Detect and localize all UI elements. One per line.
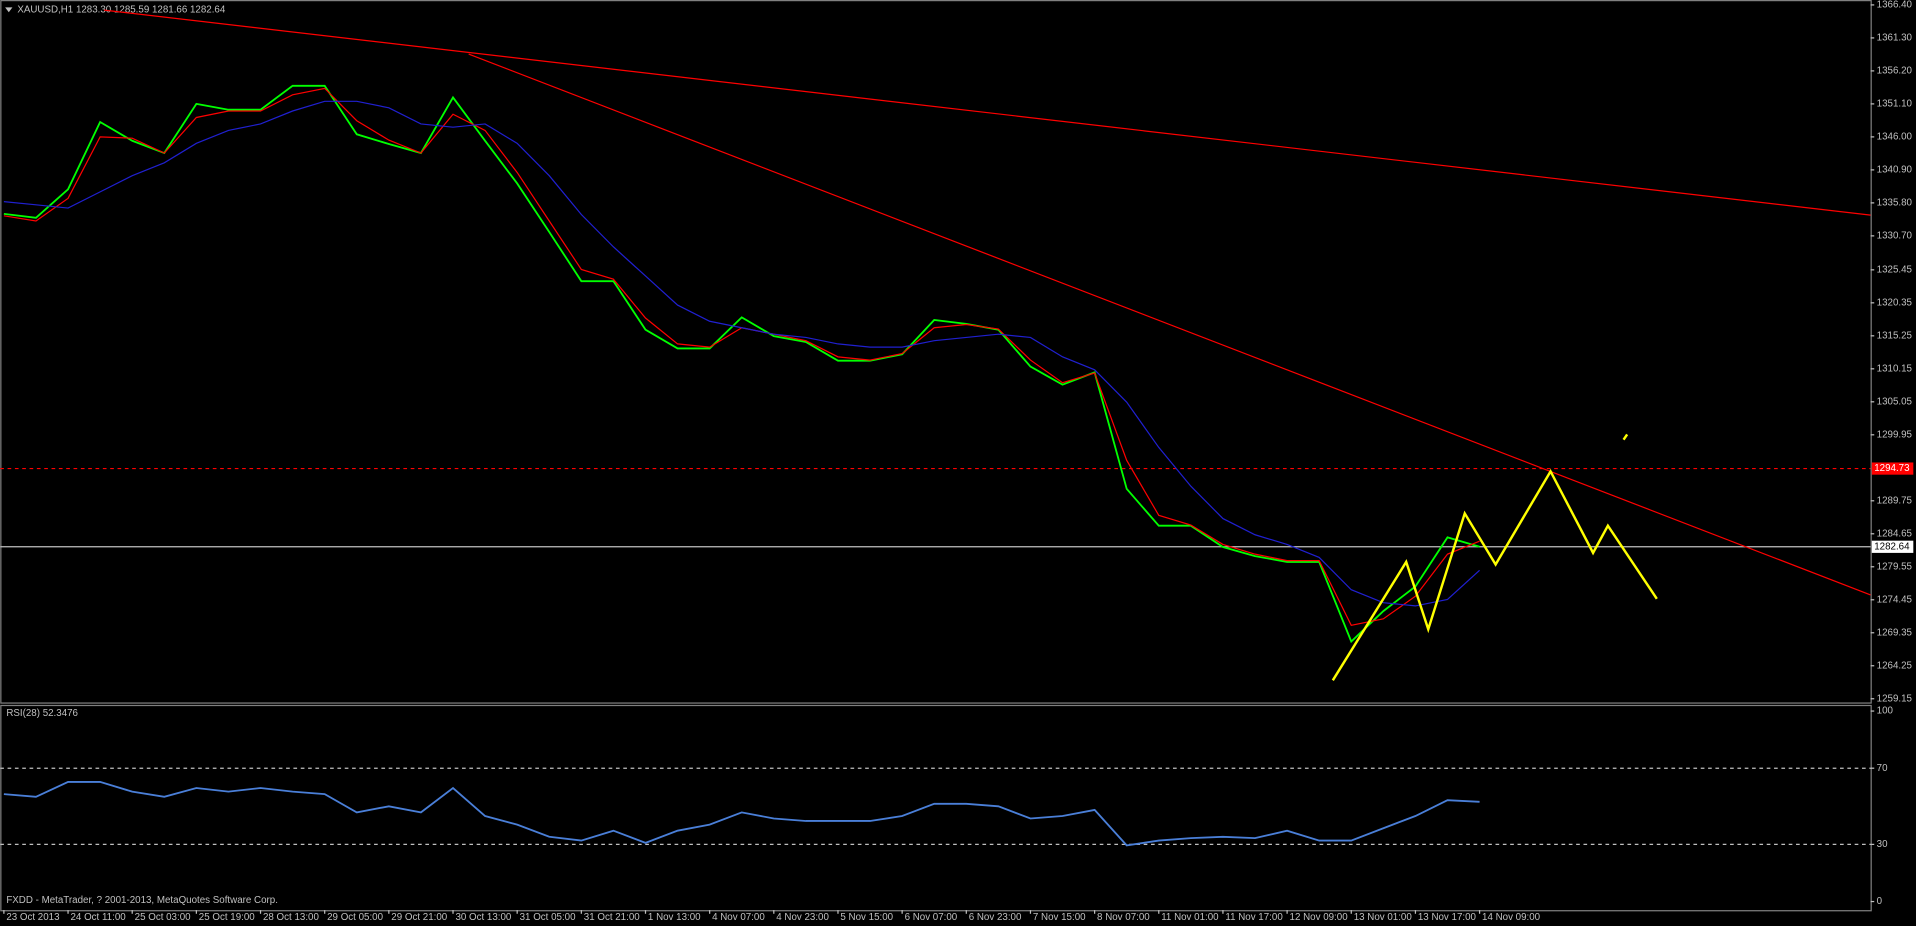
x-tick-label: 13 Nov 01:00 [1354, 912, 1413, 923]
y-tick-label: 1325.45 [1877, 264, 1913, 275]
y-tick-label: 1330.70 [1877, 230, 1913, 241]
price-pane-frame [0, 0, 1872, 704]
y-tick-label: 1361.30 [1877, 32, 1913, 43]
x-tick-label: 30 Oct 13:00 [455, 912, 511, 923]
x-tick-label: 25 Oct 03:00 [135, 912, 191, 923]
x-tick-label: 11 Nov 17:00 [1225, 912, 1283, 923]
x-tick-label: 6 Nov 07:00 [905, 912, 958, 923]
y-tick-label: 1305.05 [1877, 396, 1913, 407]
price-level-box [1871, 462, 1914, 475]
x-tick-label: 28 Oct 13:00 [263, 912, 319, 923]
y-tick-label: 1351.10 [1877, 98, 1913, 109]
x-tick-label: 12 Nov 09:00 [1290, 912, 1349, 923]
rsi-title: RSI(28) 52.3476 [6, 708, 78, 719]
price-level-label: 1282.64 [1874, 541, 1910, 552]
moving-average [3, 100, 1480, 607]
y-tick-label: 1279.55 [1877, 561, 1913, 572]
x-tick-label: 11 Nov 01:00 [1161, 912, 1219, 923]
price-level-box [1871, 540, 1914, 553]
series-line [3, 781, 1480, 847]
y-tick-label: 1274.45 [1877, 594, 1913, 605]
x-tick-label: 31 Oct 05:00 [520, 912, 576, 923]
x-tick-label: 7 Nov 15:00 [1033, 912, 1086, 923]
x-tick-label: 14 Nov 09:00 [1482, 912, 1541, 923]
rsi-pane-frame [0, 704, 1872, 912]
x-tick-label: 1 Nov 13:00 [648, 912, 701, 923]
y-tick-label: 1310.15 [1877, 363, 1913, 374]
y-tick-label: 70 [1877, 763, 1888, 774]
trendline [468, 53, 1871, 596]
y-tick-label: 1299.95 [1877, 429, 1913, 440]
y-tick-label: 100 [1877, 706, 1894, 717]
symbol-title: XAUUSD,H1 1283.30 1285.59 1281.66 1282.6… [17, 4, 226, 15]
y-tick-label: 1315.25 [1877, 330, 1913, 341]
x-tick-label: 31 Oct 21:00 [584, 912, 640, 923]
x-tick-label: 8 Nov 07:00 [1097, 912, 1150, 923]
forecast-drawing [1331, 468, 1658, 681]
x-tick-label: 29 Oct 21:00 [391, 912, 447, 923]
trendline [104, 9, 1871, 216]
y-tick-label: 1346.00 [1877, 131, 1913, 142]
x-tick-label: 6 Nov 23:00 [969, 912, 1022, 923]
y-tick-label: 1264.25 [1877, 660, 1913, 671]
x-tick-label: 25 Oct 19:00 [199, 912, 255, 923]
y-tick-label: 1284.65 [1877, 528, 1913, 539]
series-line [3, 84, 1480, 644]
forecast-drawing [1622, 433, 1629, 441]
x-tick-label: 5 Nov 15:00 [840, 912, 893, 923]
y-tick-label: 1340.90 [1877, 164, 1913, 175]
x-tick-label: 23 Oct 2013 [6, 912, 59, 923]
y-tick-label: 1366.40 [1877, 0, 1913, 10]
x-tick-label: 29 Oct 05:00 [327, 912, 383, 923]
y-tick-label: 1356.20 [1877, 65, 1913, 76]
y-tick-label: 1289.75 [1877, 495, 1913, 506]
x-tick-label: 4 Nov 23:00 [776, 912, 829, 923]
y-tick-label: 1269.35 [1877, 627, 1913, 638]
y-tick-label: 1335.80 [1877, 197, 1913, 208]
menu-triangle[interactable] [5, 7, 13, 13]
y-tick-label: 1320.35 [1877, 297, 1913, 308]
y-tick-label: 0 [1877, 896, 1883, 907]
y-tick-label: 30 [1877, 839, 1888, 850]
copyright: FXDD - MetaTrader, ? 2001-2013, MetaQuot… [6, 895, 278, 906]
x-tick-label: 24 Oct 11:00 [70, 912, 126, 923]
x-tick-label: 4 Nov 07:00 [712, 912, 765, 923]
y-tick-label: 1259.15 [1877, 693, 1913, 704]
x-tick-label: 13 Nov 17:00 [1418, 912, 1477, 923]
price-level-label: 1294.73 [1874, 463, 1909, 474]
